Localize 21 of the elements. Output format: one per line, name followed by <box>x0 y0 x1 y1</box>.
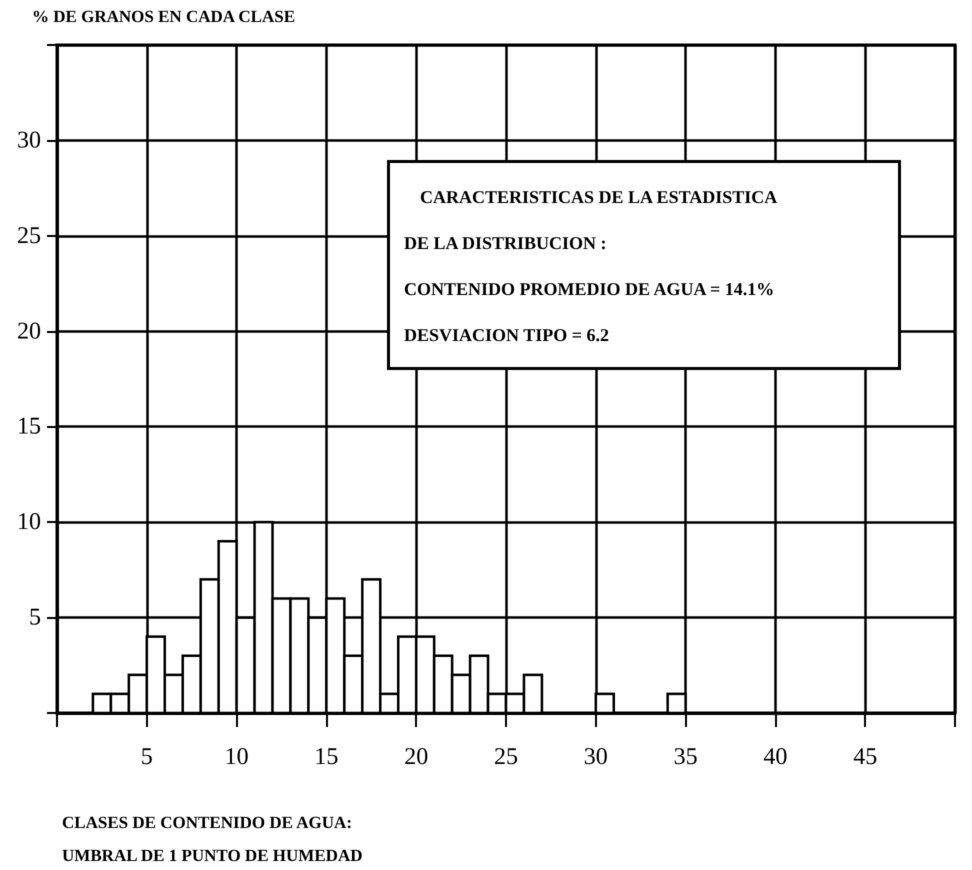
x-tick-label: 10 <box>224 744 249 770</box>
y-tick-label: 20 <box>17 318 41 344</box>
x-tick-label: 25 <box>494 744 518 770</box>
y-tick-label: 25 <box>17 222 41 249</box>
y-tick-label: 5 <box>29 604 41 631</box>
x-tick-label: 45 <box>853 744 878 770</box>
x-tick-label: 20 <box>404 744 428 770</box>
annotation: DE LA DISTRIBUCION : <box>404 233 608 255</box>
y-tick-label: 15 <box>17 414 41 440</box>
y-tick-label: 30 <box>17 127 41 154</box>
x-tick-label: 35 <box>674 744 698 770</box>
x-tick-label: 5 <box>140 744 153 770</box>
x-tick-label: 40 <box>763 744 788 770</box>
x-tick-label: 15 <box>314 744 338 770</box>
annotation: CARACTERISTICAS DE LA ESTADISTICA <box>419 187 778 209</box>
y-tick-label: 10 <box>17 509 41 536</box>
annotation: CONTENIDO PROMEDIO DE AGUA = 14.1% <box>404 279 776 301</box>
y-axis-title: % DE GRANOS EN CADA CLASE <box>32 7 296 26</box>
annotation: DESVIACION TIPO = 6.2 <box>404 325 610 347</box>
x-axis-title: CLASES DE CONTENIDO DE AGUA: UMBRAL DE 1 PUNTO DE HUMEDAD <box>62 813 363 865</box>
x-tick-label: 30 <box>584 744 608 770</box>
